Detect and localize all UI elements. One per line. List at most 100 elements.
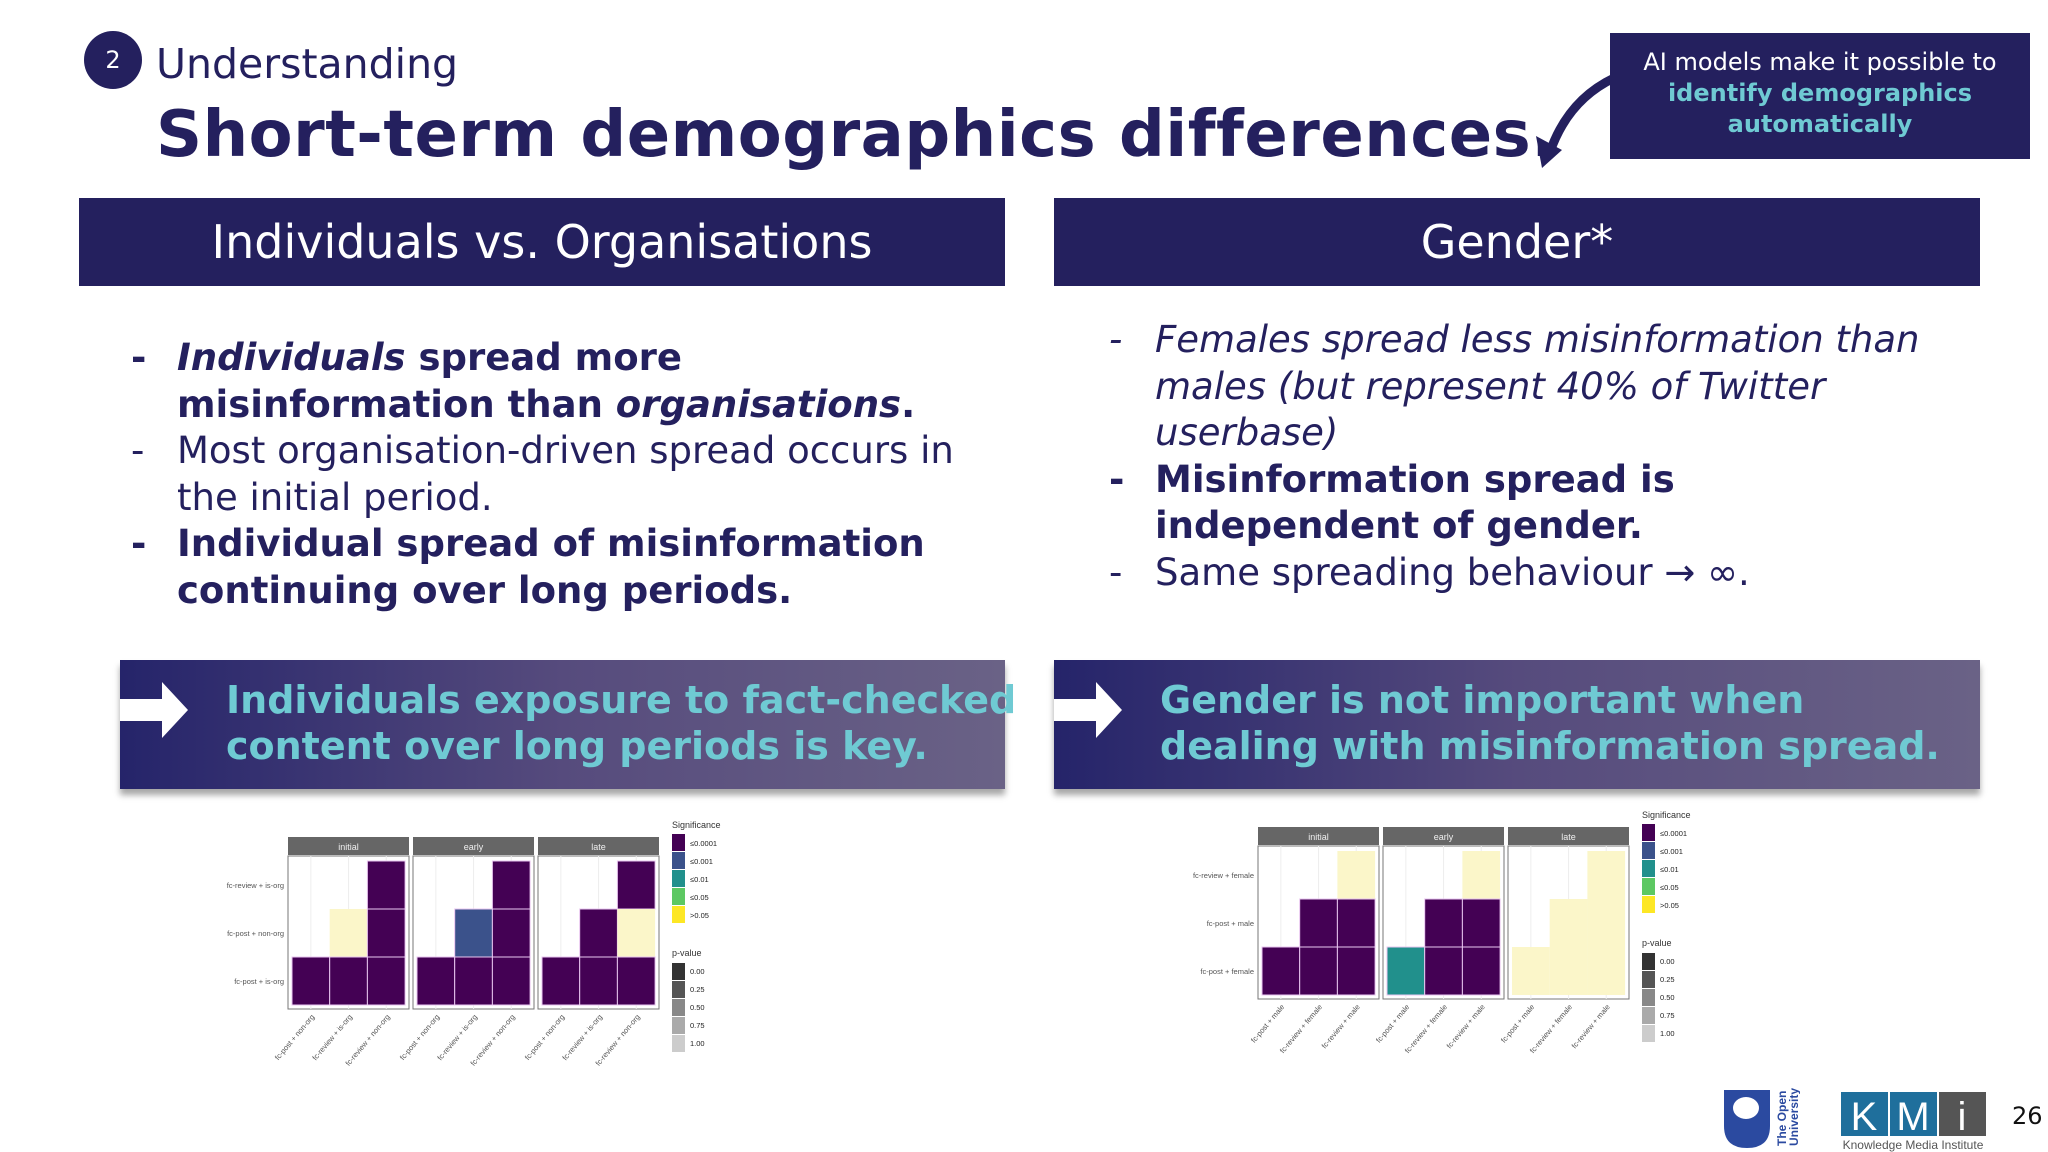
legend-label: 0.50	[1660, 993, 1675, 1002]
heatmap-cell	[616, 956, 656, 1006]
legend-label: 0.75	[690, 1021, 705, 1030]
x-tick-label: fc-post + non-org	[398, 1013, 441, 1062]
section-subtitle: Understanding	[156, 40, 459, 88]
facet-label: initial	[338, 842, 359, 852]
page-number: 26	[2012, 1102, 2043, 1130]
facet-strip	[413, 837, 534, 855]
legend-swatch	[672, 906, 685, 923]
heatmap-cell	[1461, 946, 1501, 996]
heatmap-cell	[454, 956, 493, 1006]
banner-text: Individuals exposure to fact-checked con…	[226, 678, 1017, 768]
legend-swatch	[1642, 1007, 1655, 1024]
step-number-badge: 2	[84, 31, 142, 89]
svg-text:The Open: The Open	[1775, 1091, 1789, 1146]
heatmap-cell	[491, 956, 531, 1006]
bullet-item: Same spreading behaviour → ∞.	[1109, 550, 1939, 597]
legend-swatch	[672, 834, 685, 851]
x-tick-label: fc-review + is-org	[435, 1013, 479, 1063]
x-tick-label: fc-review + male	[1570, 1003, 1612, 1051]
legend-label: >0.05	[1660, 901, 1679, 910]
legend-label: ≤0.0001	[690, 839, 717, 848]
x-tick-label: fc-review + female	[1403, 1003, 1449, 1056]
facet-label: late	[591, 842, 606, 852]
heatmap-cell	[616, 860, 656, 910]
heatmap-cell	[329, 909, 368, 957]
facet-label: early	[1434, 832, 1454, 842]
x-tick-label: fc-post + male	[1374, 1003, 1411, 1045]
legend-title: Significance	[1642, 810, 1691, 820]
heatmap-cell	[1549, 899, 1588, 947]
legend-label: >0.05	[690, 911, 709, 920]
heatmap-cell	[366, 908, 406, 958]
legend-swatch	[1642, 824, 1655, 841]
x-tick-label: fc-review + female	[1278, 1003, 1324, 1056]
heatmap-cell	[541, 956, 581, 1006]
heatmap-cell	[1587, 947, 1626, 995]
x-tick-label: fc-post + non-org	[523, 1013, 566, 1062]
legend-label: 0.50	[690, 1003, 705, 1012]
heatmap-cell	[617, 909, 656, 957]
legend-label: 0.00	[690, 967, 705, 976]
bullet-item: Most organisation-driven spread occurs i…	[131, 428, 981, 521]
bullet-item: Females spread less misinformation than …	[1109, 317, 1939, 457]
legend-label: ≤0.01	[690, 875, 709, 884]
svg-text:i: i	[1958, 1095, 1967, 1139]
heatmap-cell	[416, 956, 456, 1006]
y-tick-label: fc-post + male	[1207, 919, 1254, 928]
legend-label: ≤0.001	[1660, 847, 1683, 856]
x-tick-label: fc-review + male	[1445, 1003, 1487, 1051]
kmi-caption: Knowledge Media Institute	[1843, 1138, 1984, 1152]
banner-text: Gender is not important when dealing wit…	[1160, 678, 1940, 768]
x-tick-label: fc-post + non-org	[273, 1013, 316, 1062]
heatmap-cell	[1512, 947, 1550, 995]
legend-title: Significance	[672, 820, 721, 830]
x-tick-label: fc-review + is-org	[560, 1013, 604, 1063]
facet-label: late	[1561, 832, 1576, 842]
legend-label: 1.00	[1660, 1029, 1675, 1038]
kmi-logo: K M i Knowledge Media Institute	[1841, 1092, 1986, 1152]
legend-swatch	[672, 852, 685, 869]
legend-label: 0.25	[1660, 975, 1675, 984]
y-tick-label: fc-post + is-org	[234, 977, 284, 986]
heatmap-cell	[1587, 851, 1626, 899]
bullet-item: Individual spread of misinformation cont…	[131, 521, 981, 614]
heatmap-cell	[491, 860, 531, 910]
heatmap-cell	[579, 908, 618, 958]
heatmap-cell	[491, 908, 531, 958]
heatmap-cell	[1336, 898, 1376, 948]
y-tick-label: fc-post + non-org	[227, 929, 284, 938]
legend-label: 0.00	[1660, 957, 1675, 966]
svg-text:University: University	[1787, 1088, 1800, 1146]
heatmap-cell	[1424, 946, 1463, 996]
legend-title: p-value	[672, 948, 702, 958]
callout-highlight: automatically	[1727, 110, 1913, 138]
facet-label: initial	[1308, 832, 1329, 842]
heatmap-cell	[1587, 899, 1626, 947]
legend-swatch	[672, 999, 685, 1016]
legend-label: 0.25	[690, 985, 705, 994]
heatmap-cell	[1336, 946, 1376, 996]
heatmap-cell	[1299, 946, 1338, 996]
facet-label: early	[464, 842, 484, 852]
legend-swatch	[1642, 989, 1655, 1006]
x-tick-label: fc-post + male	[1499, 1003, 1536, 1045]
legend-label: ≤0.05	[690, 893, 709, 902]
legend-swatch	[1642, 953, 1655, 970]
bullet-item: Misinformation spread is independent of …	[1109, 457, 1939, 550]
callout-box: AI models make it possible to identify d…	[1610, 33, 2030, 159]
legend-swatch	[1642, 860, 1655, 877]
section-header-gender: Gender*	[1054, 198, 1980, 286]
heatmap-cell	[366, 956, 406, 1006]
section-header-individuals-orgs: Individuals vs. Organisations	[79, 198, 1005, 286]
legend-swatch	[672, 1017, 685, 1034]
legend-label: 1.00	[690, 1039, 705, 1048]
legend-title: p-value	[1642, 938, 1672, 948]
heatmap-cell	[1261, 946, 1301, 996]
heatmap-cell	[1549, 947, 1588, 995]
legend-swatch	[1642, 1025, 1655, 1042]
legend-label: ≤0.0001	[1660, 829, 1687, 838]
callout-highlight: identify demographics	[1667, 79, 1973, 107]
legend-swatch	[672, 981, 685, 998]
